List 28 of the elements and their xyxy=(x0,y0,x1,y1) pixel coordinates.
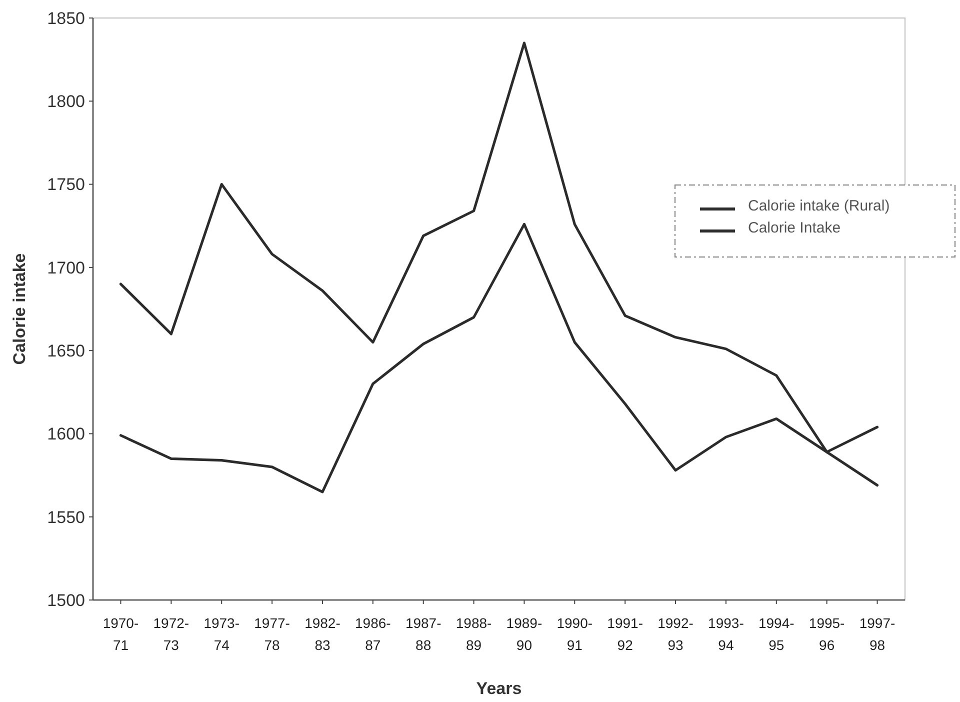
x-tick-label: 1988-89 xyxy=(456,615,492,653)
y-tick-label: 1800 xyxy=(47,92,85,112)
x-tick-label: 1982-83 xyxy=(304,615,341,653)
y-tick-label: 1700 xyxy=(47,258,85,278)
x-tick-label: 1994-95 xyxy=(758,615,795,653)
y-tick-label: 1750 xyxy=(47,175,85,194)
x-axis-title: Years xyxy=(476,679,522,698)
x-tick-label: 1990-91 xyxy=(556,615,593,653)
x-tick-label: 1989-90 xyxy=(506,615,542,653)
x-tick-label: 1972-73 xyxy=(153,615,190,653)
x-tick-label: 1987-88 xyxy=(405,615,442,653)
y-tick-label: 1500 xyxy=(47,590,85,610)
y-tick-label: 1600 xyxy=(47,424,85,444)
x-tick-label: 1973-74 xyxy=(204,615,240,653)
y-axis-title: Calorie intake xyxy=(10,253,29,365)
x-tick-label: 1995-96 xyxy=(808,615,846,653)
y-tick-label: 1650 xyxy=(47,342,85,361)
x-tick-label: 1991-92 xyxy=(607,615,644,653)
x-tick-label: 1977-78 xyxy=(254,615,290,653)
x-tick-label: 1970-71 xyxy=(102,615,139,653)
y-tick-label: 1850 xyxy=(47,8,85,28)
x-tick-label: 1986-87 xyxy=(355,615,392,653)
y-tick-label: 1550 xyxy=(47,508,85,527)
x-tick-label: 1992-93 xyxy=(658,615,694,653)
x-tick-label: 1997-98 xyxy=(859,615,896,653)
x-tick-label: 1993-94 xyxy=(708,615,744,653)
legend-label: Calorie intake (Rural) xyxy=(748,197,890,214)
legend-label: Calorie Intake xyxy=(748,219,841,236)
